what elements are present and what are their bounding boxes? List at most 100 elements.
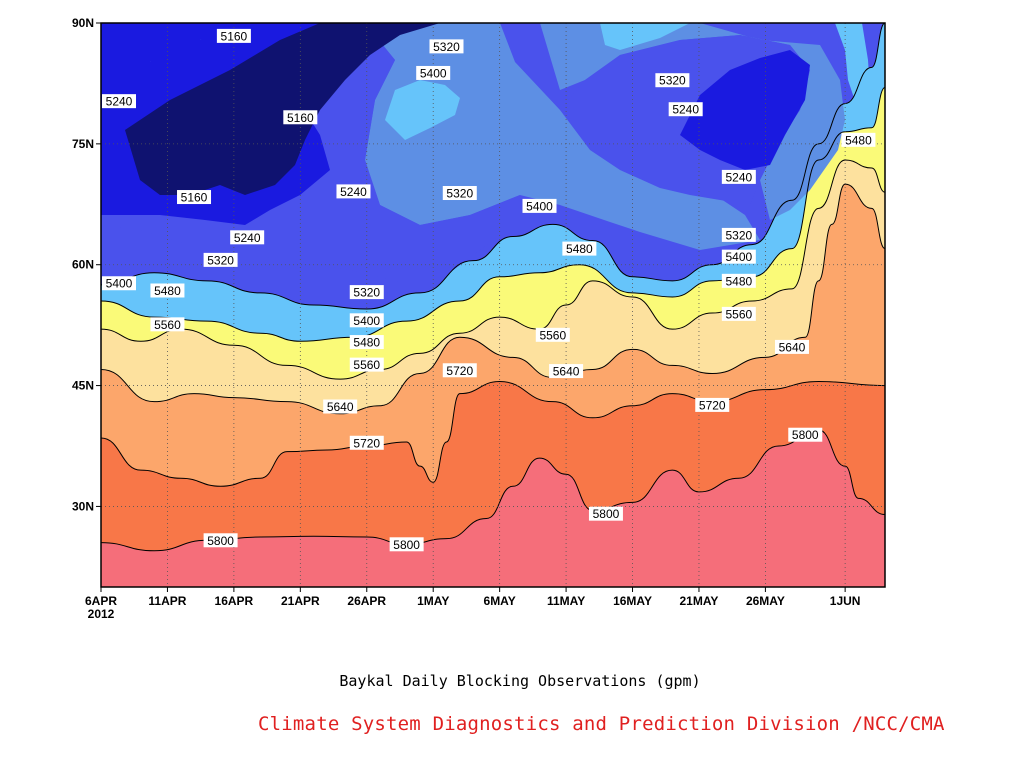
contour-label-text: 5480	[154, 284, 181, 298]
contour-label: 5400	[522, 198, 557, 213]
contour-label-text: 5240	[234, 231, 261, 245]
x-tick-label: 21APR	[281, 594, 320, 608]
contour-label: 5640	[323, 399, 358, 414]
contour-label-text: 5640	[779, 340, 806, 354]
contour-label-text: 5320	[446, 187, 473, 201]
contour-label: 5160	[216, 28, 251, 43]
y-tick-label: 30N	[72, 499, 94, 513]
contour-label: 5400	[349, 313, 384, 328]
contour-label-text: 5800	[207, 534, 234, 548]
contour-label-text: 5560	[353, 358, 380, 372]
contour-label-text: 5560	[725, 307, 752, 321]
contour-label: 5240	[102, 94, 136, 109]
contour-line-5560	[101, 159, 885, 380]
contour-label: 5480	[841, 132, 876, 147]
contour-label: 5240	[336, 184, 371, 199]
contour-label: 5800	[203, 533, 238, 548]
x-tick-label: 11MAY	[547, 594, 585, 608]
x-tick-label: 21MAY	[680, 594, 719, 608]
contour-label-text: 5160	[181, 191, 208, 205]
plot-frame	[100, 22, 886, 588]
contour-label: 5720	[442, 363, 477, 378]
contour-label-text: 5480	[845, 133, 872, 147]
contour-label-text: 5160	[221, 29, 248, 43]
band-5400-5480	[385, 80, 460, 140]
x-tick-label: 11APR	[148, 594, 186, 608]
contour-label: 5560	[721, 306, 756, 321]
contour-label: 5240	[668, 102, 703, 117]
contour-label: 5320	[442, 186, 477, 201]
contour-label: 5400	[102, 276, 136, 291]
contour-label: 5320	[655, 73, 690, 88]
contour-label: 5800	[389, 537, 424, 552]
contour-label-text: 5320	[659, 74, 686, 88]
contour-label-text: 5560	[154, 318, 181, 332]
contour-label-text: 5160	[287, 111, 314, 125]
contour-label: 5480	[150, 283, 185, 298]
contour-label: 5160	[283, 110, 318, 125]
contour-label-text: 5800	[393, 538, 420, 552]
y-tick-label: 45N	[72, 379, 94, 393]
contour-label: 5240	[721, 169, 756, 184]
band-5400-5480	[600, 23, 690, 50]
contour-label-text: 5400	[106, 277, 133, 291]
x-tick-label: 16MAY	[613, 594, 652, 608]
dotted-grid	[101, 23, 885, 587]
contour-label-text: 5320	[207, 253, 234, 267]
contour-label-text: 5800	[593, 507, 620, 521]
x-tick-label: 26APR	[347, 594, 386, 608]
contour-label: 5160	[177, 190, 212, 205]
contour-label-text: 5720	[699, 398, 726, 412]
contour-label: 5320	[203, 252, 238, 267]
x-tick-label: 1JUN	[830, 594, 861, 608]
contour-label: 5240	[230, 230, 265, 245]
y-tick-label: 60N	[72, 258, 94, 272]
band-5400-5480	[835, 23, 870, 110]
contour-label-text: 5240	[340, 185, 367, 199]
contour-plot: 5160532054005240516053205240548052405160…	[72, 16, 886, 621]
x-tick-label: 1MAY	[417, 594, 449, 608]
chart-title: Baykal Daily Blocking Observations (gpm)	[339, 672, 701, 690]
band-above-5800	[101, 429, 885, 587]
x-tick-label: 26MAY	[746, 594, 785, 608]
band-5320-5400	[540, 23, 845, 220]
band-below-5160	[125, 23, 440, 195]
contour-label-text: 5640	[327, 400, 354, 414]
contour-label-text: 5480	[566, 242, 593, 256]
contour-line-5480	[101, 86, 885, 342]
contour-label-text: 5400	[420, 66, 447, 80]
x-axis-year-label: 2012	[88, 607, 115, 621]
contour-label: 5480	[562, 241, 597, 256]
contour-label-text: 5480	[725, 274, 752, 288]
contour-label-text: 5480	[353, 336, 380, 350]
y-axis: 30N 45N 60N 75N 90N	[72, 16, 101, 513]
contour-label: 5480	[721, 273, 756, 288]
contour-label: 5320	[429, 39, 464, 54]
contour-label: 5640	[774, 339, 809, 354]
contour-label-text: 5800	[792, 428, 819, 442]
contour-label: 5640	[549, 364, 584, 379]
band-5160-5240	[680, 50, 810, 170]
credit-text: Climate System Diagnostics and Predictio…	[258, 713, 945, 735]
x-tick-label: 6APR	[85, 594, 117, 608]
x-tick-label: 6MAY	[484, 594, 516, 608]
contour-label: 5560	[535, 327, 570, 342]
contour-label: 5320	[349, 285, 384, 300]
x-tick-label: 16APR	[215, 594, 254, 608]
contour-label-text: 5240	[672, 103, 699, 117]
contour-label: 5400	[721, 249, 756, 264]
contour-labels: 5160532054005240516053205240548052405160…	[102, 28, 876, 552]
contour-label: 5800	[788, 427, 823, 442]
x-axis: 6APR 11APR 16APR 21APR 26APR 1MAY 6MAY 11MAY 16M…	[85, 587, 860, 621]
y-tick-label: 90N	[72, 16, 94, 30]
contour-label: 5560	[150, 317, 185, 332]
y-tick-label: 75N	[72, 137, 94, 151]
contour-label-text: 5720	[446, 364, 473, 378]
contour-label: 5480	[349, 335, 384, 350]
contour-label-text: 5400	[353, 314, 380, 328]
contour-label-text: 5320	[433, 40, 460, 54]
contour-label-text: 5240	[725, 170, 752, 184]
contour-label-text: 5320	[353, 286, 380, 300]
contour-label: 5720	[349, 435, 384, 450]
